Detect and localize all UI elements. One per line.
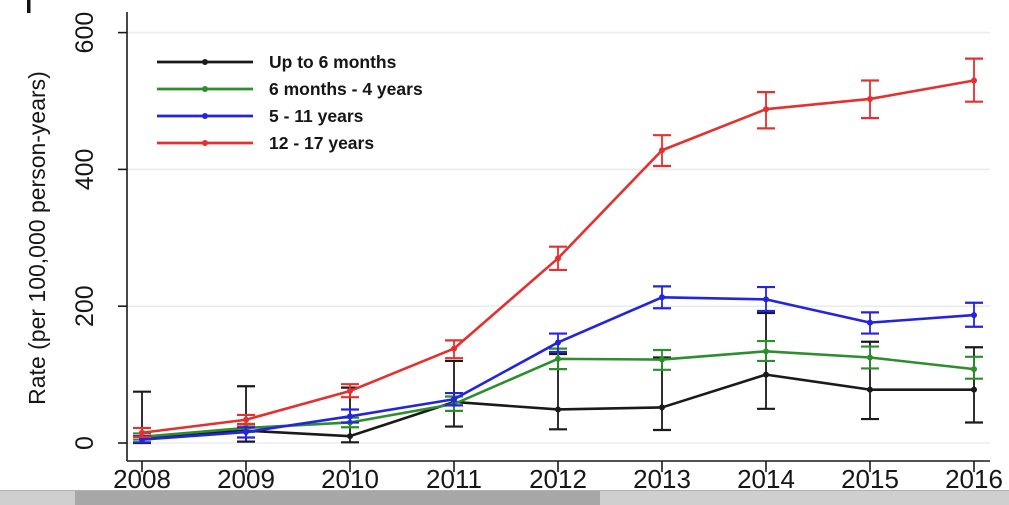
data-point	[555, 355, 561, 362]
line-chart: 0 200 400 600 2008 2009 2010 2011 2012 2013 2014 20…	[24, 0, 1003, 490]
data-point	[763, 106, 769, 113]
legend-label-1: 6 months - 4 years	[269, 79, 423, 99]
data-point	[971, 77, 977, 84]
data-point	[763, 296, 769, 303]
x-tick-label-2013: 2013	[633, 464, 691, 490]
y-axis-title: Rate (per 100,000 person-years)	[24, 71, 50, 405]
data-point	[139, 436, 145, 443]
data-point	[139, 429, 145, 436]
x-tick-label-2008: 2008	[113, 464, 171, 490]
data-point	[867, 354, 873, 361]
x-tick-label-2009: 2009	[217, 464, 275, 490]
x-tick-label-2015: 2015	[841, 464, 899, 490]
data-point	[971, 312, 977, 319]
data-point	[763, 348, 769, 355]
legend-label-3: 12 - 17 years	[269, 133, 374, 153]
data-point	[451, 345, 457, 352]
y-tick-label-0: 0	[71, 436, 99, 450]
y-tick-label-200: 200	[71, 285, 99, 327]
x-tick-label-2014: 2014	[737, 464, 795, 490]
data-point	[867, 319, 873, 326]
data-point	[659, 356, 665, 363]
data-point	[243, 429, 249, 436]
data-point	[347, 433, 353, 440]
legend-marker-0	[202, 59, 208, 65]
data-point	[451, 396, 457, 403]
legend-label-2: 5 - 11 years	[269, 106, 364, 126]
data-point	[347, 388, 353, 395]
legend-marker-1	[202, 86, 208, 92]
scrollbar-thumb[interactable]	[75, 491, 600, 505]
cropped-artifact-mark	[27, 0, 31, 13]
x-tick-label-2010: 2010	[321, 464, 379, 490]
data-point	[867, 386, 873, 393]
data-point	[971, 386, 977, 393]
x-tick-label-2011: 2011	[426, 464, 482, 490]
data-point	[243, 416, 249, 423]
data-point	[763, 371, 769, 378]
legend-label-0: Up to 6 months	[269, 52, 397, 72]
data-point	[971, 366, 977, 373]
data-point	[555, 339, 561, 346]
data-point	[659, 404, 665, 411]
data-point	[347, 413, 353, 420]
data-point	[555, 406, 561, 413]
data-point	[659, 147, 665, 154]
legend-marker-3	[202, 140, 208, 146]
x-tick-label-2012: 2012	[529, 464, 587, 490]
legend-marker-2	[202, 113, 208, 119]
data-point	[867, 95, 873, 102]
y-tick-label-600: 600	[71, 12, 99, 54]
data-point	[555, 255, 561, 262]
horizontal-scrollbar[interactable]	[0, 490, 1009, 505]
y-tick-label-400: 400	[71, 149, 99, 191]
x-tick-label-2016: 2016	[945, 464, 1003, 490]
data-point	[659, 294, 665, 301]
